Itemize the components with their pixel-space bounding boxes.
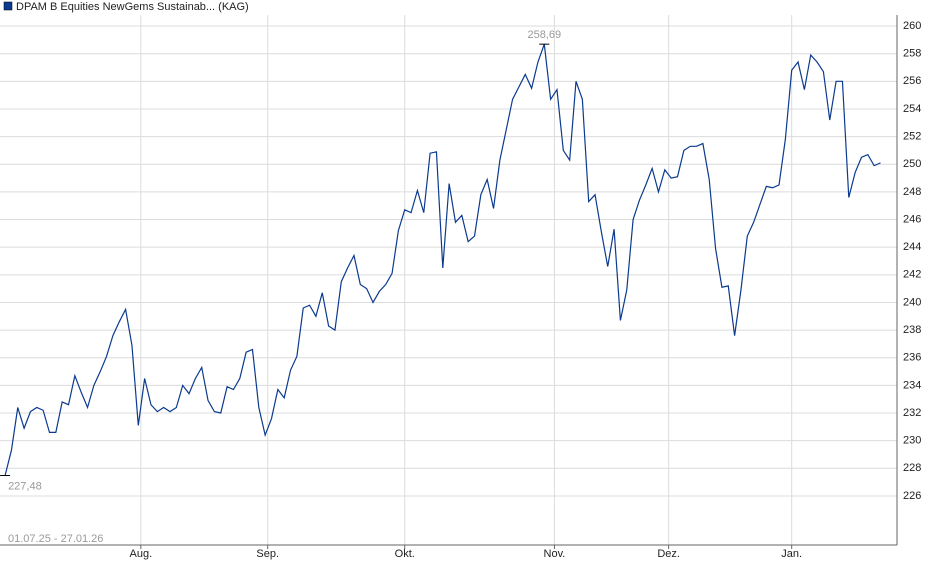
x-tick-label: Aug. bbox=[130, 548, 153, 560]
x-tick-label: Jan. bbox=[781, 548, 802, 560]
x-tick-label: Dez. bbox=[657, 548, 680, 560]
y-tick-label: 238 bbox=[903, 324, 921, 336]
x-tick-label: Sep. bbox=[256, 548, 279, 560]
legend-swatch bbox=[3, 1, 13, 11]
legend-label: DPAM B Equities NewGems Sustainab... (KA… bbox=[16, 1, 249, 13]
y-tick-label: 260 bbox=[903, 20, 921, 32]
line-series bbox=[4, 43, 881, 476]
y-tick-label: 228 bbox=[903, 462, 921, 474]
y-tick-label: 236 bbox=[903, 352, 921, 364]
x-tick-label: Nov. bbox=[544, 548, 566, 560]
y-tick-label: 246 bbox=[903, 213, 921, 225]
annotation-label: 258,69 bbox=[527, 29, 561, 41]
y-tick-label: 244 bbox=[903, 241, 921, 253]
y-tick-label: 258 bbox=[903, 48, 921, 60]
y-tick-label: 230 bbox=[903, 435, 921, 447]
y-tick-label: 226 bbox=[903, 490, 921, 502]
y-tick-label: 254 bbox=[903, 103, 921, 115]
x-tick-label: Okt. bbox=[395, 548, 415, 560]
y-tick-label: 240 bbox=[903, 296, 921, 308]
y-tick-label: 242 bbox=[903, 269, 921, 281]
y-tick-label: 232 bbox=[903, 407, 921, 419]
y-tick-label: 256 bbox=[903, 75, 921, 87]
y-tick-label: 234 bbox=[903, 379, 921, 391]
y-tick-label: 250 bbox=[903, 158, 921, 170]
date-range: 01.07.25 - 27.01.26 bbox=[8, 533, 103, 545]
annotation-label: 227,48 bbox=[8, 480, 42, 492]
y-tick-label: 248 bbox=[903, 186, 921, 198]
y-tick-label: 252 bbox=[903, 131, 921, 143]
